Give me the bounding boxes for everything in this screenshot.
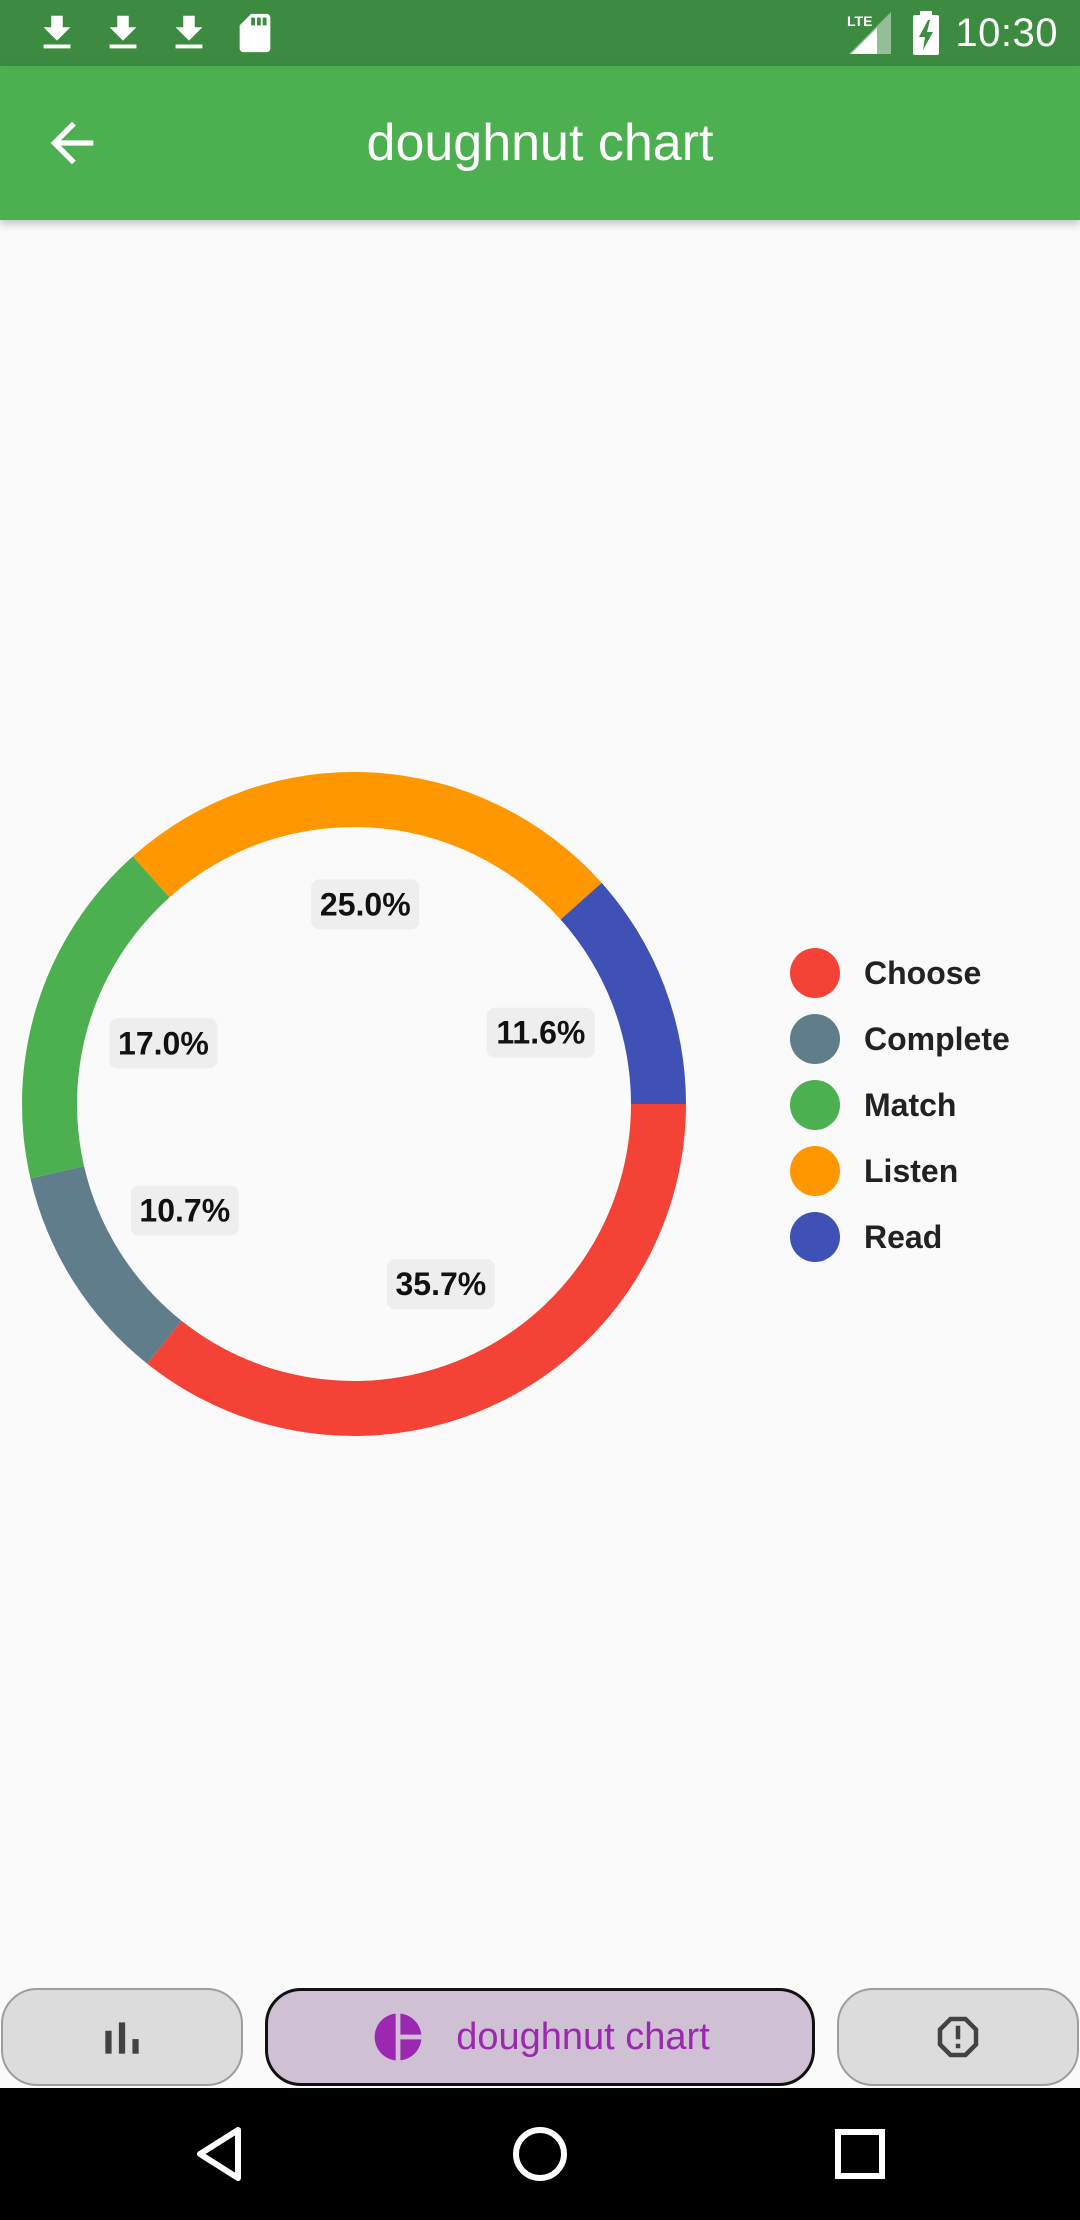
slice-label-match: 17.0% — [109, 1018, 218, 1069]
legend-color-dot — [790, 948, 840, 998]
legend-label: Match — [864, 1086, 957, 1123]
alert-octagon-icon — [937, 2016, 979, 2058]
network-type: LTE — [847, 13, 872, 29]
back-triangle-icon[interactable] — [184, 2118, 256, 2190]
legend-label: Read — [864, 1218, 943, 1255]
arrow-back-icon[interactable] — [40, 111, 104, 175]
legend-item-complete[interactable]: Complete — [790, 1006, 1070, 1072]
download-icon — [175, 15, 203, 49]
slice-label-choose: 35.7% — [386, 1259, 495, 1310]
slice-label-text: 11.6% — [496, 1015, 585, 1051]
legend-color-dot — [790, 1146, 840, 1196]
bar-chart-icon — [105, 2022, 139, 2054]
status-bar: LTE 10:30 — [0, 0, 1080, 66]
slice-label-text: 35.7% — [395, 1266, 486, 1302]
chart-legend: Choose Complete Match Listen Read — [790, 940, 1070, 1270]
slice-label-background — [386, 1259, 495, 1310]
slice-label-complete: 10.7% — [130, 1185, 239, 1236]
legend-item-listen[interactable]: Listen — [790, 1138, 1070, 1204]
tab-alert[interactable] — [837, 1988, 1079, 2086]
slice-label-read: 11.6% — [486, 1007, 595, 1058]
legend-color-dot — [790, 1080, 840, 1130]
download-icon — [109, 15, 137, 49]
page-title: doughnut chart — [366, 114, 714, 172]
slice-label-text: 10.7% — [139, 1193, 230, 1229]
bottom-tab-bar: doughnut chart — [0, 1988, 1080, 2088]
pie-chart-icon — [374, 2013, 422, 2061]
slice-label-background — [311, 879, 420, 930]
legend-color-dot — [790, 1014, 840, 1064]
system-nav-bar — [0, 2088, 1080, 2220]
legend-item-read[interactable]: Read — [790, 1204, 1070, 1270]
tab-bar-chart[interactable] — [1, 1988, 243, 2086]
slice-label-background — [130, 1185, 239, 1236]
legend-label: Listen — [864, 1152, 959, 1189]
doughnut-slice-match[interactable] — [22, 856, 170, 1179]
legend-item-match[interactable]: Match — [790, 1072, 1070, 1138]
tab-label: doughnut chart — [456, 2015, 710, 2058]
legend-color-dot — [790, 1212, 840, 1262]
status-time: 10:30 — [955, 10, 1058, 55]
home-circle-icon[interactable] — [504, 2118, 576, 2190]
slice-label-background — [486, 1007, 595, 1058]
slice-label-text: 17.0% — [118, 1025, 209, 1061]
doughnut-slice-choose[interactable] — [147, 1104, 687, 1436]
status-system: LTE 10:30 — [847, 8, 1058, 58]
doughnut-slice-listen[interactable] — [132, 772, 602, 920]
tab-doughnut-chart[interactable]: doughnut chart — [265, 1988, 815, 2086]
doughnut-slice-read[interactable] — [560, 882, 686, 1104]
signal-icon: LTE — [847, 12, 892, 54]
legend-label: Complete — [864, 1020, 1010, 1057]
app-bar: doughnut chart — [0, 66, 1080, 220]
battery-charging-icon — [913, 11, 940, 55]
slice-label-listen: 25.0% — [311, 879, 420, 930]
slice-label-text: 25.0% — [320, 886, 411, 922]
legend-label: Choose — [864, 954, 982, 991]
doughnut-slice-complete[interactable] — [30, 1166, 182, 1364]
slice-label-background — [109, 1018, 218, 1069]
recents-square-icon[interactable] — [824, 2118, 896, 2190]
download-icon — [43, 15, 71, 49]
status-notifications — [34, 10, 278, 56]
legend-item-choose[interactable]: Choose — [790, 940, 1070, 1006]
sd-card-icon — [239, 13, 271, 53]
doughnut-chart: 35.7% 10.7% 17.0% 25.0% 11.6% — [22, 772, 687, 1436]
